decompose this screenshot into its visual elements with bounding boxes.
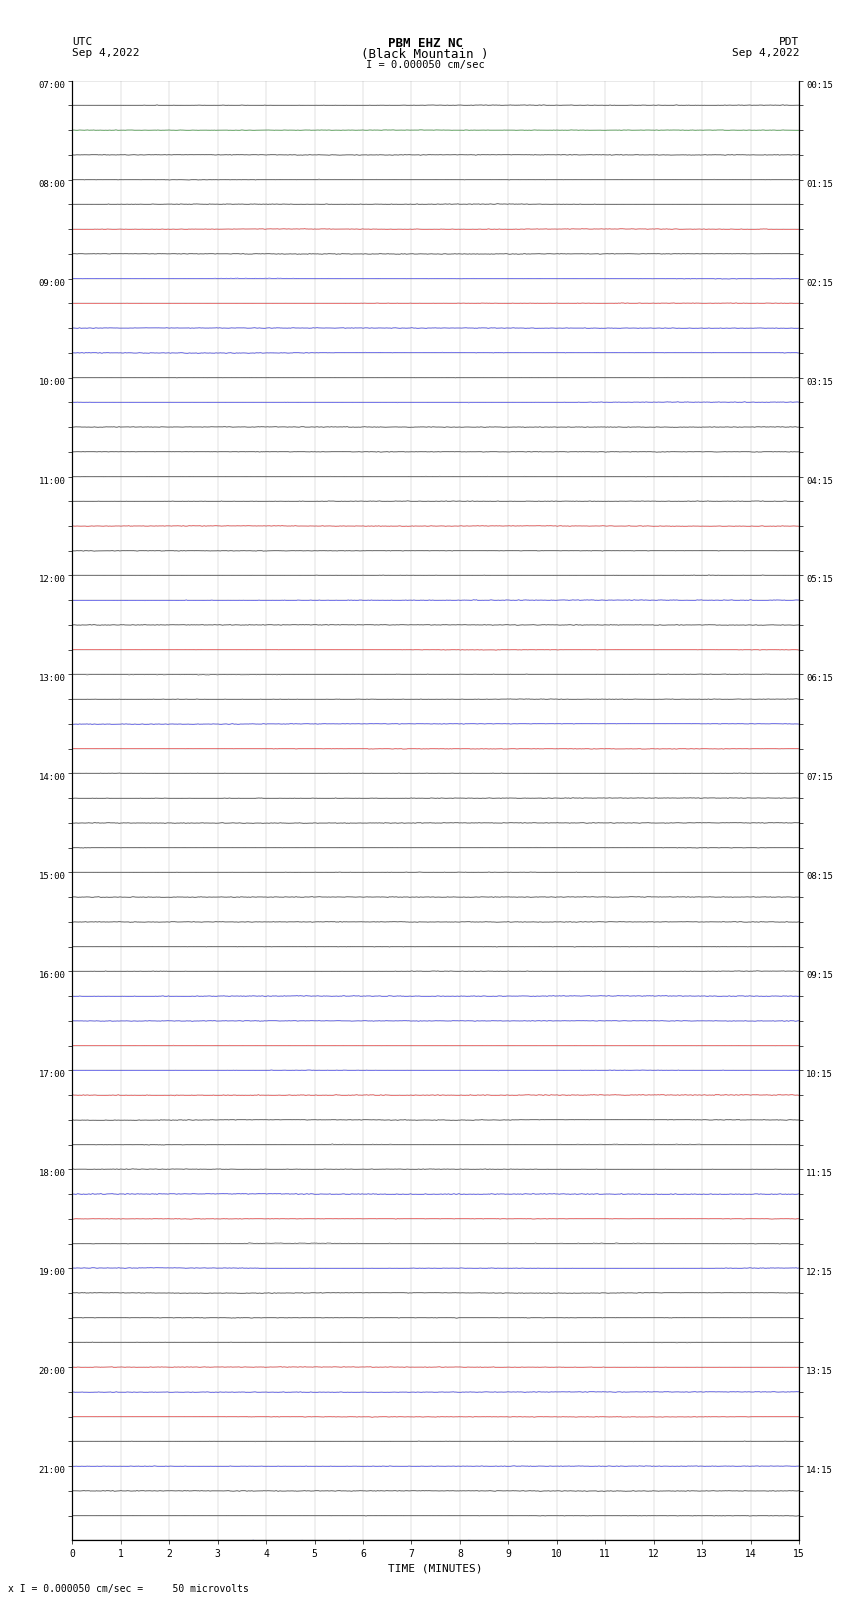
Text: UTC: UTC (72, 37, 93, 47)
Text: PDT: PDT (779, 37, 799, 47)
Text: Sep 4,2022: Sep 4,2022 (732, 48, 799, 58)
X-axis label: TIME (MINUTES): TIME (MINUTES) (388, 1563, 483, 1574)
Text: PBM EHZ NC: PBM EHZ NC (388, 37, 462, 50)
Text: x I = 0.000050 cm/sec =     50 microvolts: x I = 0.000050 cm/sec = 50 microvolts (8, 1584, 249, 1594)
Text: (Black Mountain ): (Black Mountain ) (361, 48, 489, 61)
Text: I = 0.000050 cm/sec: I = 0.000050 cm/sec (366, 60, 484, 69)
Text: Sep 4,2022: Sep 4,2022 (72, 48, 139, 58)
